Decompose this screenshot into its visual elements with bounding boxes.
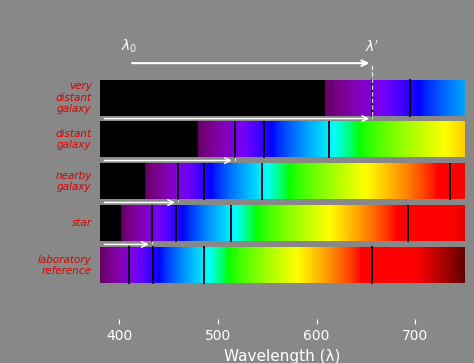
- Text: star: star: [72, 219, 91, 228]
- Text: distant
galaxy: distant galaxy: [55, 129, 91, 150]
- Text: very
distant
galaxy: very distant galaxy: [55, 81, 91, 114]
- Text: $\lambda'$: $\lambda'$: [365, 40, 379, 55]
- Text: laboratory
reference: laboratory reference: [38, 254, 91, 276]
- Text: $\lambda_0$: $\lambda_0$: [121, 37, 137, 55]
- Text: nearby
galaxy: nearby galaxy: [55, 171, 91, 192]
- X-axis label: Wavelength (λ): Wavelength (λ): [224, 349, 340, 363]
